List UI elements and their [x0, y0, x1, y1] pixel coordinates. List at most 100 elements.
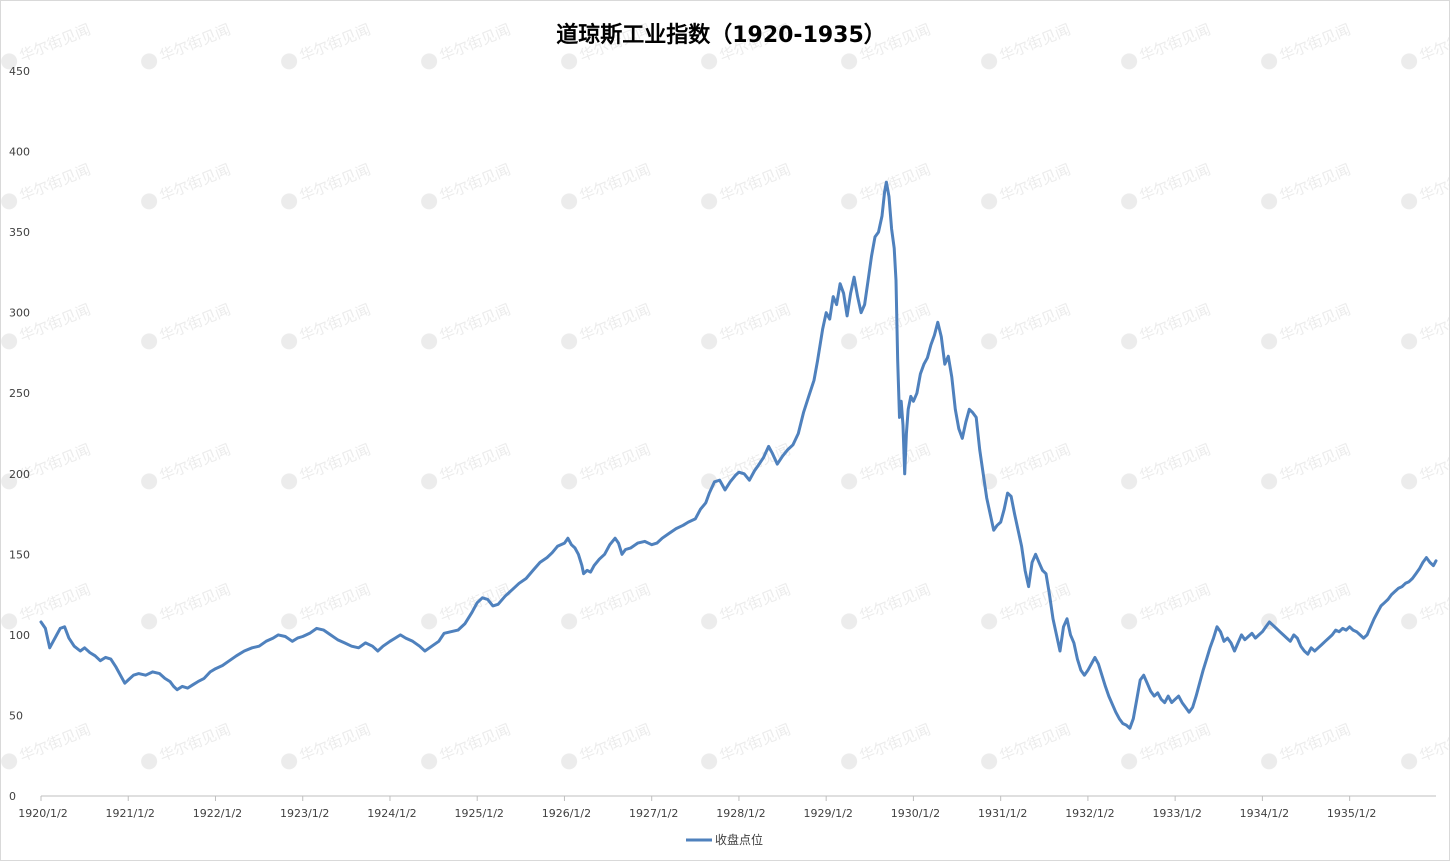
watermark-text: 华尔街见闻 — [157, 720, 233, 765]
watermark-text: 华尔街见闻 — [997, 20, 1073, 65]
watermark-text: 华尔街见闻 — [437, 580, 513, 625]
watermark-logo-icon — [841, 53, 858, 70]
watermark: 华尔街见闻 — [1401, 440, 1449, 490]
watermark-text: 华尔街见闻 — [857, 580, 933, 625]
watermark-text: 华尔街见闻 — [1137, 720, 1213, 765]
watermark-text: 华尔街见闻 — [857, 440, 933, 485]
watermark: 华尔街见闻 — [701, 580, 793, 630]
watermark: 华尔街见闻 — [1121, 20, 1213, 70]
watermark: 华尔街见闻 — [141, 160, 233, 210]
watermark-logo-icon — [1401, 193, 1418, 210]
watermark-text: 华尔街见闻 — [1277, 580, 1353, 625]
watermark-text: 华尔街见闻 — [437, 160, 513, 205]
watermark: 华尔街见闻 — [1, 580, 93, 630]
watermark-text: 华尔街见闻 — [17, 580, 93, 625]
watermark-text: 华尔街见闻 — [1137, 20, 1213, 65]
watermark-logo-icon — [421, 53, 438, 70]
chart-title: 道琼斯工业指数（1920-1935） — [556, 22, 886, 48]
watermark-logo-icon — [1, 193, 18, 210]
watermark-text: 华尔街见闻 — [577, 300, 653, 345]
watermark: 华尔街见闻 — [281, 300, 373, 350]
watermark: 华尔街见闻 — [141, 720, 233, 770]
watermark: 华尔街见闻 — [1121, 580, 1213, 630]
watermark-text: 华尔街见闻 — [717, 720, 793, 765]
x-tick-label: 1929/1/2 — [803, 807, 852, 820]
watermark: 华尔街见闻 — [981, 160, 1073, 210]
y-tick-label: 350 — [9, 226, 30, 239]
watermark: 华尔街见闻 — [1261, 440, 1353, 490]
watermark: 华尔街见闻 — [281, 160, 373, 210]
plot-area — [39, 180, 1438, 730]
watermark: 华尔街见闻 — [1401, 300, 1449, 350]
watermark: 华尔街见闻 — [841, 300, 933, 350]
watermark: 华尔街见闻 — [701, 720, 793, 770]
watermark: 华尔街见闻 — [701, 300, 793, 350]
watermark-logo-icon — [701, 613, 718, 630]
watermark-logo-icon — [701, 53, 718, 70]
watermark: 华尔街见闻 — [281, 720, 373, 770]
watermark-text: 华尔街见闻 — [857, 300, 933, 345]
watermark: 华尔街见闻 — [561, 720, 653, 770]
watermark-text: 华尔街见闻 — [1137, 580, 1213, 625]
x-tick-label: 1926/1/2 — [542, 807, 591, 820]
watermark: 华尔街见闻 — [1401, 720, 1449, 770]
watermark: 华尔街见闻 — [1, 160, 93, 210]
watermark-text: 华尔街见闻 — [1417, 300, 1449, 345]
watermark-logo-icon — [1121, 613, 1138, 630]
watermark-logo-icon — [1401, 53, 1418, 70]
watermark: 华尔街见闻 — [1261, 720, 1353, 770]
watermark-logo-icon — [561, 753, 578, 770]
watermark: 华尔街见闻 — [1, 440, 93, 490]
watermark: 华尔街见闻 — [1261, 20, 1353, 70]
watermark-text: 华尔街见闻 — [157, 300, 233, 345]
watermark-text: 华尔街见闻 — [1277, 440, 1353, 485]
watermark: 华尔街见闻 — [841, 580, 933, 630]
watermark-logo-icon — [1261, 473, 1278, 490]
x-tick-label: 1935/1/2 — [1327, 807, 1376, 820]
watermark-text: 华尔街见闻 — [1137, 160, 1213, 205]
legend-label: 收盘点位 — [715, 832, 763, 847]
watermark: 华尔街见闻 — [1401, 20, 1449, 70]
watermark-logo-icon — [1121, 193, 1138, 210]
watermark: 华尔街见闻 — [981, 20, 1073, 70]
watermark-logo-icon — [701, 193, 718, 210]
watermark: 华尔街见闻 — [141, 20, 233, 70]
watermark: 华尔街见闻 — [1121, 440, 1213, 490]
watermark-text: 华尔街见闻 — [157, 20, 233, 65]
watermark-logo-icon — [141, 753, 158, 770]
y-tick-label: 0 — [9, 790, 16, 803]
watermark-text: 华尔街见闻 — [997, 440, 1073, 485]
y-tick-label: 50 — [9, 709, 23, 722]
watermark-text: 华尔街见闻 — [1277, 20, 1353, 65]
x-tick-label: 1921/1/2 — [106, 807, 155, 820]
series-line — [39, 180, 1438, 730]
watermark: 华尔街见闻 — [141, 580, 233, 630]
watermark-logo-icon — [1261, 53, 1278, 70]
watermark-logo-icon — [1, 473, 18, 490]
watermark-text: 华尔街见闻 — [1137, 440, 1213, 485]
watermark-text: 华尔街见闻 — [577, 580, 653, 625]
watermark-logo-icon — [1121, 53, 1138, 70]
x-tick-label: 1923/1/2 — [280, 807, 329, 820]
watermark-logo-icon — [1401, 333, 1418, 350]
watermark-logo-icon — [981, 53, 998, 70]
watermark-text: 华尔街见闻 — [157, 580, 233, 625]
watermark: 华尔街见闻 — [981, 440, 1073, 490]
watermark-text: 华尔街见闻 — [997, 300, 1073, 345]
y-tick-label: 300 — [9, 307, 30, 320]
watermark-logo-icon — [1121, 753, 1138, 770]
watermark-logo-icon — [1, 333, 18, 350]
watermark: 华尔街见闻 — [561, 160, 653, 210]
watermark-logo-icon — [981, 613, 998, 630]
watermark: 华尔街见闻 — [1121, 160, 1213, 210]
watermark: 华尔街见闻 — [281, 580, 373, 630]
x-tick-label: 1924/1/2 — [367, 807, 416, 820]
watermark-logo-icon — [141, 53, 158, 70]
watermark-text: 华尔街见闻 — [17, 160, 93, 205]
watermark-logo-icon — [281, 333, 298, 350]
watermark: 华尔街见闻 — [141, 300, 233, 350]
watermark: 华尔街见闻 — [1261, 160, 1353, 210]
watermark-text: 华尔街见闻 — [17, 720, 93, 765]
watermark-text: 华尔街见闻 — [437, 300, 513, 345]
